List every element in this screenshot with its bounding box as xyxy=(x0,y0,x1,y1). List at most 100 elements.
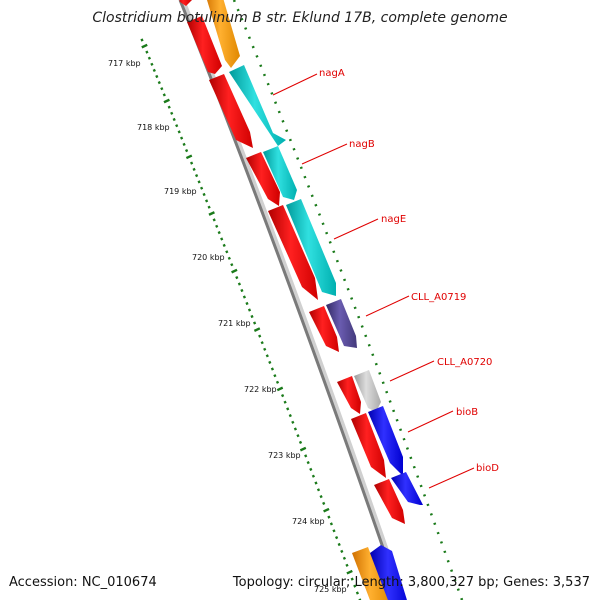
ruler-minor-tick xyxy=(306,461,310,465)
ruler-minor-tick xyxy=(345,563,349,567)
ruler-minor-tick xyxy=(260,341,264,345)
ruler-minor-tick xyxy=(212,218,216,222)
ruler-minor-tick xyxy=(309,467,313,471)
ruler-minor-tick xyxy=(207,205,211,209)
ruler-minor-tick xyxy=(197,180,201,184)
gene-arrow-red-4[interactable] xyxy=(268,205,318,300)
ruler-minor-tick xyxy=(286,407,290,411)
ruler-major-tick xyxy=(231,268,238,274)
ruler-ticks xyxy=(140,38,362,600)
ruler-tick-label-720: 720 kbp xyxy=(192,253,225,262)
gene-arrow-red-7[interactable] xyxy=(351,413,386,478)
ruler-tick-label-725: 725 kbp xyxy=(314,585,347,594)
gene-arrow-orange-top[interactable] xyxy=(204,0,240,68)
ruler-minor-tick xyxy=(215,224,219,228)
ruler-major-tick xyxy=(253,327,261,332)
ruler-minor-tick xyxy=(311,474,315,478)
ruler-tick-label-718: 718 kbp xyxy=(137,123,170,132)
ruler-minor-tick xyxy=(316,488,321,492)
ruler-minor-tick xyxy=(283,400,287,404)
ruler-minor-tick xyxy=(293,427,297,431)
ruler-minor-tick xyxy=(192,167,196,171)
ruler-minor-tick xyxy=(225,250,229,254)
gene-arrow-red-6[interactable] xyxy=(337,376,361,414)
ruler-minor-tick xyxy=(250,314,254,319)
gene-arrow-nagA[interactable] xyxy=(229,65,286,146)
gene-arrow-blue-bottom[interactable] xyxy=(370,545,410,600)
ruler-minor-tick xyxy=(150,62,154,66)
ruler-minor-tick xyxy=(190,161,194,165)
genome-summary-text: Topology: circular; Length: 3,800,327 bp… xyxy=(232,575,590,590)
ruler-minor-tick xyxy=(200,186,204,190)
ruler-minor-tick xyxy=(220,237,224,241)
ruler-minor-tick xyxy=(167,105,171,109)
gene-arrow-bioB[interactable] xyxy=(368,406,403,476)
ruler-major-tick xyxy=(276,386,284,392)
backbone-shadow xyxy=(179,0,406,600)
ruler-minor-tick xyxy=(337,542,341,547)
ruler-minor-tick xyxy=(342,556,346,560)
gene-arrow-orange-bottom[interactable] xyxy=(352,547,392,600)
ruler-minor-tick xyxy=(335,536,339,540)
ruler-minor-tick xyxy=(205,199,209,203)
ruler-minor-tick xyxy=(185,149,189,153)
ruler-tick-label-717: 717 kbp xyxy=(108,59,141,68)
gene-arrow-nagB[interactable] xyxy=(263,146,297,200)
ruler-minor-tick xyxy=(253,321,257,325)
ruler-minor-tick xyxy=(170,111,174,115)
gene-arrow-CLL_A0720[interactable] xyxy=(354,370,381,412)
ruler-minor-tick xyxy=(319,495,323,499)
gene-arrow-red-1[interactable] xyxy=(187,16,222,74)
gene-arrow-nagE[interactable] xyxy=(286,199,336,296)
ruler-minor-tick xyxy=(162,93,166,97)
ruler-minor-tick xyxy=(195,174,199,178)
gene-label-nagE: nagE xyxy=(381,214,406,225)
ruler-minor-tick xyxy=(258,334,262,338)
gene-label-bioB: bioB xyxy=(456,407,478,418)
ruler-tick-label-722: 722 kbp xyxy=(244,385,277,394)
ruler-minor-tick xyxy=(247,308,252,312)
gene-arrow-bioD[interactable] xyxy=(391,472,423,505)
ruler-minor-tick xyxy=(217,231,221,235)
ruler-minor-tick xyxy=(355,591,359,595)
ruler-minor-tick xyxy=(145,50,149,54)
ruler-minor-tick xyxy=(230,263,234,267)
ruler-major-tick xyxy=(208,211,215,216)
ruler-minor-tick xyxy=(298,440,303,444)
ruler-major-tick xyxy=(163,98,170,104)
ruler-minor-tick xyxy=(202,192,206,197)
ruler-minor-tick xyxy=(235,276,239,280)
gene-arrow-red-5[interactable] xyxy=(309,306,339,352)
ruler-minor-tick xyxy=(332,529,336,533)
gene-label-CLL_A0720: CLL_A0720 xyxy=(437,357,492,368)
gene-label-lines xyxy=(272,73,475,489)
ruler-minor-tick xyxy=(242,295,246,299)
ruler-minor-tick xyxy=(329,522,333,526)
ruler-minor-tick xyxy=(350,577,354,581)
ruler-major-tick xyxy=(185,154,193,160)
ruler-minor-tick xyxy=(322,501,326,505)
ruler-minor-tick xyxy=(175,124,179,128)
ruler-minor-tick xyxy=(275,380,280,384)
gene-arrow-top-red[interactable] xyxy=(176,0,192,6)
ruler-minor-tick xyxy=(152,68,156,72)
ruler-tick-label-719: 719 kbp xyxy=(164,187,197,196)
ruler-minor-tick xyxy=(182,142,186,146)
gene-arrow-CLL_A0719[interactable] xyxy=(326,299,357,348)
gene-arrow-red-8[interactable] xyxy=(374,479,405,524)
ruler-minor-tick xyxy=(314,481,318,485)
ruler-minor-tick xyxy=(160,87,164,91)
gene-label-CLL_A0719: CLL_A0719 xyxy=(411,292,466,303)
gene-arrow-red-3[interactable] xyxy=(246,152,280,206)
ruler-minor-tick xyxy=(296,434,300,438)
gene-arrow-red-2[interactable] xyxy=(209,74,253,148)
ruler-major-tick xyxy=(346,569,353,575)
ruler-labels: 717 kbp 718 kbp 719 kbp 720 kbp 721 kbp … xyxy=(108,59,347,594)
gene-labels: nagA nagB nagE CLL_A0719 CLL_A0720 bioB … xyxy=(319,68,499,474)
gene-label-nagB: nagB xyxy=(349,139,375,150)
ruler-minor-tick xyxy=(268,360,272,364)
ruler-minor-tick xyxy=(157,81,161,85)
genome-backbone xyxy=(178,0,403,600)
ruler-minor-tick xyxy=(147,56,151,60)
